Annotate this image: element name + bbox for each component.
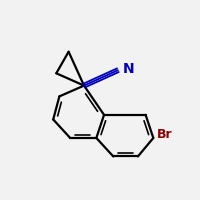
Text: Br: Br <box>156 128 172 141</box>
Text: N: N <box>123 62 134 76</box>
